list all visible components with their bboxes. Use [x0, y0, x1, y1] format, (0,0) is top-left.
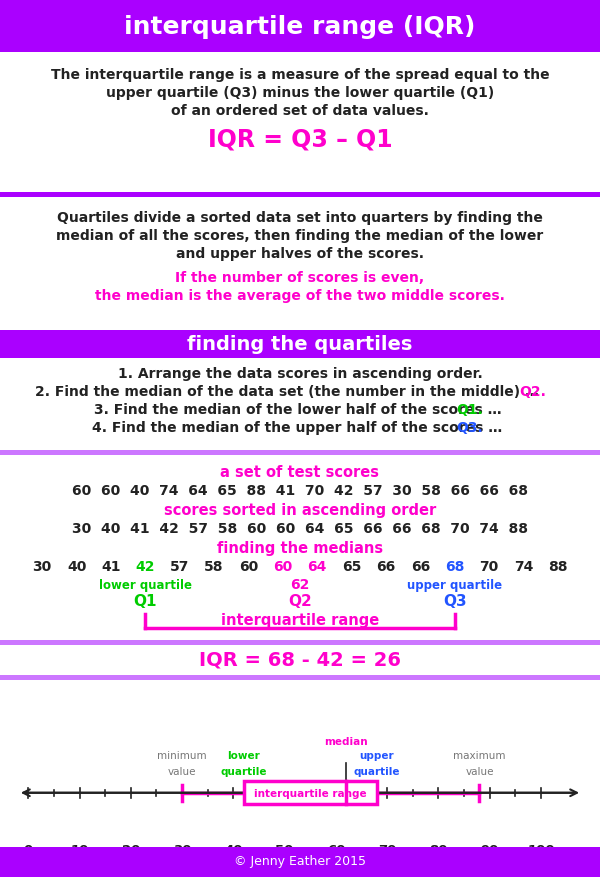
Text: 3. Find the median of the lower half of the scores …: 3. Find the median of the lower half of … — [94, 403, 506, 417]
Text: Quartiles divide a sorted data set into quarters by finding the: Quartiles divide a sorted data set into … — [57, 211, 543, 225]
Text: and upper halves of the scores.: and upper halves of the scores. — [176, 247, 424, 261]
Text: median: median — [325, 737, 368, 746]
Text: Q3: Q3 — [443, 594, 467, 609]
Text: IQR = Q3 – Q1: IQR = Q3 – Q1 — [208, 128, 392, 152]
Text: value: value — [465, 767, 494, 777]
Text: 64: 64 — [308, 560, 327, 574]
Text: interquartile range: interquartile range — [254, 789, 367, 799]
Bar — [244, 781, 377, 804]
Text: Q2: Q2 — [288, 594, 312, 609]
Text: © Jenny Eather 2015: © Jenny Eather 2015 — [234, 855, 366, 868]
Text: 68: 68 — [445, 560, 464, 574]
Text: 30  40  41  42  57  58  60  60  64  65  66  66  68  70  74  88: 30 40 41 42 57 58 60 60 64 65 66 66 68 7… — [72, 522, 528, 536]
Text: IQR = 68 - 42 = 26: IQR = 68 - 42 = 26 — [199, 651, 401, 669]
Text: Q3.: Q3. — [456, 421, 483, 435]
Text: 66: 66 — [410, 560, 430, 574]
Text: 70: 70 — [479, 560, 499, 574]
Text: finding the medians: finding the medians — [217, 540, 383, 555]
Text: 30: 30 — [32, 560, 52, 574]
Text: interquartile range (IQR): interquartile range (IQR) — [124, 15, 476, 39]
Text: 88: 88 — [548, 560, 568, 574]
Text: Q1.: Q1. — [456, 403, 483, 417]
Text: maximum: maximum — [453, 751, 506, 761]
Text: Q1: Q1 — [134, 594, 157, 609]
Text: of an ordered set of data values.: of an ordered set of data values. — [171, 104, 429, 118]
Text: scores sorted in ascending order: scores sorted in ascending order — [164, 503, 436, 517]
Text: 42: 42 — [136, 560, 155, 574]
Text: 66: 66 — [376, 560, 395, 574]
Text: 65: 65 — [342, 560, 361, 574]
Text: 60  60  40  74  64  65  88  41  70  42  57  30  58  66  66  68: 60 60 40 74 64 65 88 41 70 42 57 30 58 6… — [72, 484, 528, 498]
Text: 60: 60 — [273, 560, 292, 574]
Text: the median is the average of the two middle scores.: the median is the average of the two mid… — [95, 289, 505, 303]
Text: 2. Find the median of the data set (the number in the middle) …: 2. Find the median of the data set (the … — [35, 385, 544, 399]
Text: interquartile range: interquartile range — [221, 614, 379, 629]
Text: a set of test scores: a set of test scores — [221, 465, 380, 480]
Text: minimum: minimum — [157, 751, 207, 761]
Text: The interquartile range is a measure of the spread equal to the: The interquartile range is a measure of … — [50, 68, 550, 82]
Text: quartile: quartile — [353, 767, 400, 777]
Text: 41: 41 — [101, 560, 121, 574]
Text: lower quartile: lower quartile — [99, 579, 192, 591]
Text: 74: 74 — [514, 560, 533, 574]
Text: finding the quartiles: finding the quartiles — [187, 336, 413, 354]
Text: 57: 57 — [170, 560, 190, 574]
Text: 40: 40 — [67, 560, 86, 574]
Text: upper quartile (Q3) minus the lower quartile (Q1): upper quartile (Q3) minus the lower quar… — [106, 86, 494, 100]
Text: value: value — [168, 767, 196, 777]
Text: quartile: quartile — [220, 767, 267, 777]
Text: upper quartile: upper quartile — [407, 579, 502, 591]
Text: median of all the scores, then finding the median of the lower: median of all the scores, then finding t… — [56, 229, 544, 243]
Text: 1. Arrange the data scores in ascending order.: 1. Arrange the data scores in ascending … — [118, 367, 482, 381]
Text: 4. Find the median of the upper half of the scores …: 4. Find the median of the upper half of … — [92, 421, 508, 435]
Text: lower: lower — [227, 751, 260, 761]
Text: 62: 62 — [290, 578, 310, 592]
Text: If the number of scores is even,: If the number of scores is even, — [175, 271, 425, 285]
Text: Q2.: Q2. — [519, 385, 546, 399]
Text: upper: upper — [359, 751, 394, 761]
Text: 58: 58 — [205, 560, 224, 574]
Text: 60: 60 — [239, 560, 258, 574]
